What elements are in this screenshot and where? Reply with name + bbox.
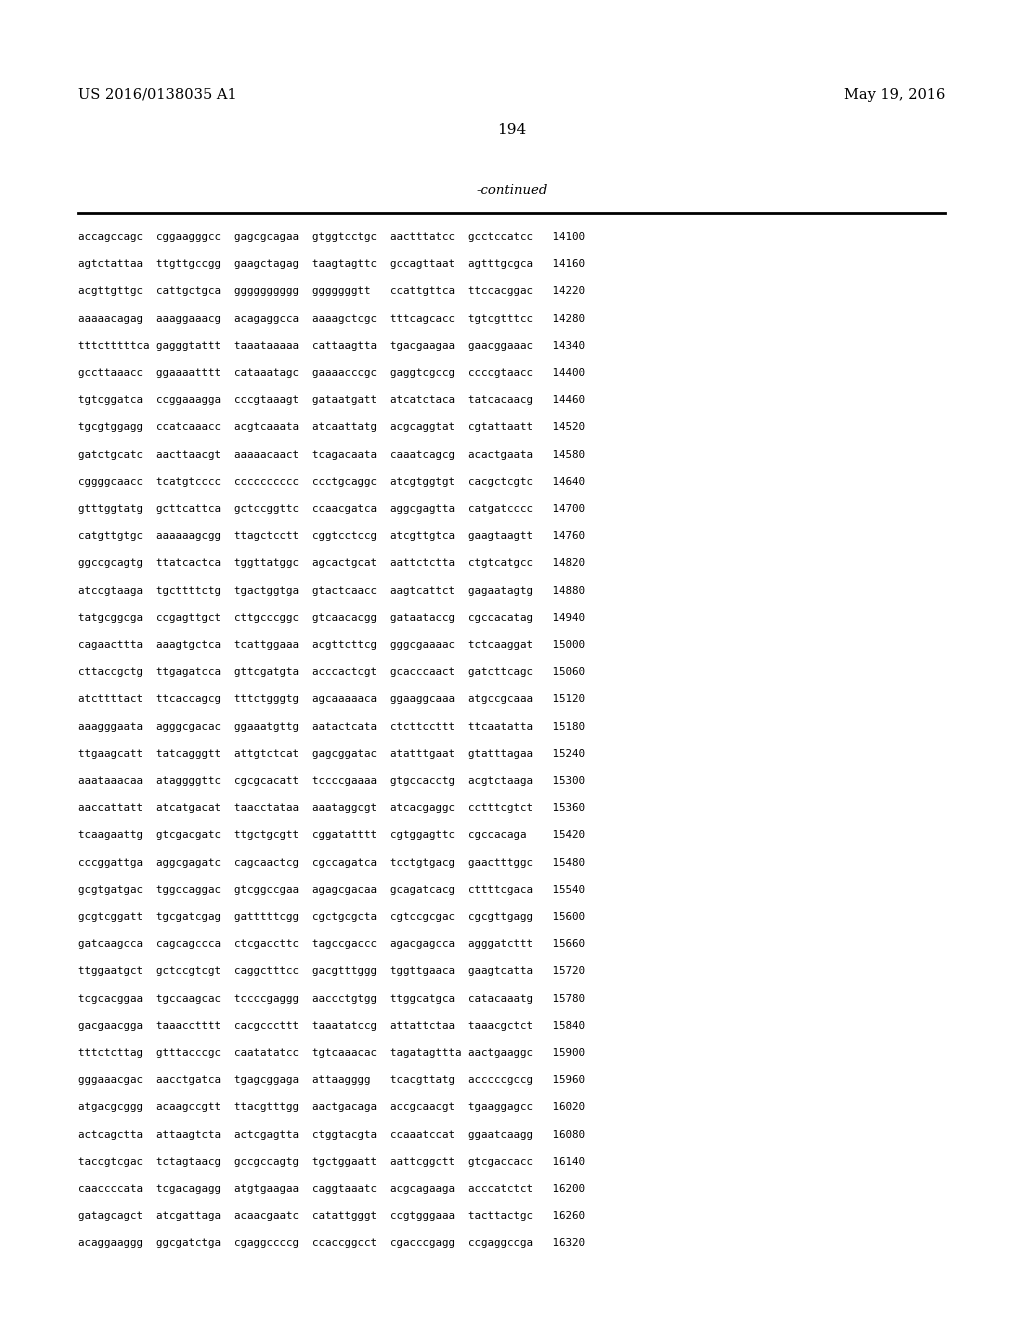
Text: gcgtgatgac  tggccaggac  gtcggccgaa  agagcgacaa  gcagatcacg  cttttcgaca   15540: gcgtgatgac tggccaggac gtcggccgaa agagcga… [78, 884, 585, 895]
Text: caaccccata  tcgacagagg  atgtgaagaa  caggtaaatc  acgcagaaga  acccatctct   16200: caaccccata tcgacagagg atgtgaagaa caggtaa… [78, 1184, 585, 1195]
Text: gatagcagct  atcgattaga  acaacgaatc  catattgggt  ccgtgggaaa  tacttactgc   16260: gatagcagct atcgattaga acaacgaatc catattg… [78, 1212, 585, 1221]
Text: cagaacttta  aaagtgctca  tcattggaaa  acgttcttcg  gggcgaaaac  tctcaaggat   15000: cagaacttta aaagtgctca tcattggaaa acgttct… [78, 640, 585, 649]
Text: tatgcggcga  ccgagttgct  cttgcccggc  gtcaacacgg  gataataccg  cgccacatag   14940: tatgcggcga ccgagttgct cttgcccggc gtcaaca… [78, 612, 585, 623]
Text: -continued: -continued [476, 183, 548, 197]
Text: gcgtcggatt  tgcgatcgag  gatttttcgg  cgctgcgcta  cgtccgcgac  cgcgttgagg   15600: gcgtcggatt tgcgatcgag gatttttcgg cgctgcg… [78, 912, 585, 921]
Text: agtctattaa  ttgttgccgg  gaagctagag  taagtagttc  gccagttaat  agtttgcgca   14160: agtctattaa ttgttgccgg gaagctagag taagtag… [78, 259, 585, 269]
Text: aaagggaata  agggcgacac  ggaaatgttg  aatactcata  ctcttccttt  ttcaatatta   15180: aaagggaata agggcgacac ggaaatgttg aatactc… [78, 722, 585, 731]
Text: atgacgcggg  acaagccgtt  ttacgtttgg  aactgacaga  accgcaacgt  tgaaggagcc   16020: atgacgcggg acaagccgtt ttacgtttgg aactgac… [78, 1102, 585, 1113]
Text: accagccagc  cggaagggcc  gagcgcagaa  gtggtcctgc  aactttatcc  gcctccatcc   14100: accagccagc cggaagggcc gagcgcagaa gtggtcc… [78, 232, 585, 242]
Text: tgtcggatca  ccggaaagga  cccgtaaagt  gataatgatt  atcatctaca  tatcacaacg   14460: tgtcggatca ccggaaagga cccgtaaagt gataatg… [78, 395, 585, 405]
Text: atcttttact  ttcaccagcg  tttctgggtg  agcaaaaaca  ggaaggcaaa  atgccgcaaa   15120: atcttttact ttcaccagcg tttctgggtg agcaaaa… [78, 694, 585, 705]
Text: tcgcacggaa  tgccaagcac  tccccgaggg  aaccctgtgg  ttggcatgca  catacaaatg   15780: tcgcacggaa tgccaagcac tccccgaggg aaccctg… [78, 994, 585, 1003]
Text: tttctttttca gagggtattt  taaataaaaa  cattaagtta  tgacgaagaa  gaacggaaac   14340: tttctttttca gagggtattt taaataaaaa cattaa… [78, 341, 585, 351]
Text: cttaccgctg  ttgagatcca  gttcgatgta  acccactcgt  gcacccaact  gatcttcagc   15060: cttaccgctg ttgagatcca gttcgatgta acccact… [78, 667, 585, 677]
Text: atccgtaaga  tgcttttctg  tgactggtga  gtactcaacc  aagtcattct  gagaatagtg   14880: atccgtaaga tgcttttctg tgactggtga gtactca… [78, 586, 585, 595]
Text: US 2016/0138035 A1: US 2016/0138035 A1 [78, 88, 237, 102]
Text: tttctcttag  gtttacccgc  caatatatcc  tgtcaaacac  tagatagttta aactgaaggc   15900: tttctcttag gtttacccgc caatatatcc tgtcaaa… [78, 1048, 585, 1059]
Text: May 19, 2016: May 19, 2016 [844, 88, 945, 102]
Text: cccggattga  aggcgagatc  cagcaactcg  cgccagatca  tcctgtgacg  gaactttggc   15480: cccggattga aggcgagatc cagcaactcg cgccaga… [78, 858, 585, 867]
Text: tcaagaattg  gtcgacgatc  ttgctgcgtt  cggatatttt  cgtggagttc  cgccacaga    15420: tcaagaattg gtcgacgatc ttgctgcgtt cggatat… [78, 830, 585, 841]
Text: gatcaagcca  cagcagccca  ctcgaccttc  tagccgaccc  agacgagcca  agggatcttt   15660: gatcaagcca cagcagccca ctcgaccttc tagccga… [78, 940, 585, 949]
Text: aaataaacaa  ataggggttc  cgcgcacatt  tccccgaaaa  gtgccacctg  acgtctaaga   15300: aaataaacaa ataggggttc cgcgcacatt tccccga… [78, 776, 585, 785]
Text: gatctgcatc  aacttaacgt  aaaaacaact  tcagacaata  caaatcagcg  acactgaata   14580: gatctgcatc aacttaacgt aaaaacaact tcagaca… [78, 450, 585, 459]
Text: 194: 194 [498, 123, 526, 137]
Text: ggccgcagtg  ttatcactca  tggttatggc  agcactgcat  aattctctta  ctgtcatgcc   14820: ggccgcagtg ttatcactca tggttatggc agcactg… [78, 558, 585, 569]
Text: gacgaacgga  taaacctttt  cacgcccttt  taaatatccg  attattctaa  taaacgctct   15840: gacgaacgga taaacctttt cacgcccttt taaatat… [78, 1020, 585, 1031]
Text: aaccattatt  atcatgacat  taacctataa  aaataggcgt  atcacgaggc  cctttcgtct   15360: aaccattatt atcatgacat taacctataa aaatagg… [78, 803, 585, 813]
Text: gccttaaacc  ggaaaatttt  cataaatagc  gaaaacccgc  gaggtcgccg  ccccgtaacc   14400: gccttaaacc ggaaaatttt cataaatagc gaaaacc… [78, 368, 585, 378]
Text: cggggcaacc  tcatgtcccc  cccccccccc  ccctgcaggc  atcgtggtgt  cacgctcgtc   14640: cggggcaacc tcatgtcccc cccccccccc ccctgca… [78, 477, 585, 487]
Text: ttgaagcatt  tatcagggtt  attgtctcat  gagcggatac  atatttgaat  gtatttagaa   15240: ttgaagcatt tatcagggtt attgtctcat gagcgga… [78, 748, 585, 759]
Text: aaaaacagag  aaaggaaacg  acagaggcca  aaaagctcgc  tttcagcacc  tgtcgtttcc   14280: aaaaacagag aaaggaaacg acagaggcca aaaagct… [78, 314, 585, 323]
Text: acgttgttgc  cattgctgca  gggggggggg  gggggggtt   ccattgttca  ttccacggac   14220: acgttgttgc cattgctgca gggggggggg ggggggg… [78, 286, 585, 297]
Text: gggaaacgac  aacctgatca  tgagcggaga  attaagggg   tcacgttatg  acccccgccg   15960: gggaaacgac aacctgatca tgagcggaga attaagg… [78, 1076, 585, 1085]
Text: acaggaaggg  ggcgatctga  cgaggccccg  ccaccggcct  cgacccgagg  ccgaggccga   16320: acaggaaggg ggcgatctga cgaggccccg ccaccgg… [78, 1238, 585, 1249]
Text: gtttggtatg  gcttcattca  gctccggttc  ccaacgatca  aggcgagtta  catgatcccc   14700: gtttggtatg gcttcattca gctccggttc ccaacga… [78, 504, 585, 513]
Text: ttggaatgct  gctccgtcgt  caggctttcc  gacgtttggg  tggttgaaca  gaagtcatta   15720: ttggaatgct gctccgtcgt caggctttcc gacgttt… [78, 966, 585, 977]
Text: actcagctta  attaagtcta  actcgagtta  ctggtacgta  ccaaatccat  ggaatcaagg   16080: actcagctta attaagtcta actcgagtta ctggtac… [78, 1130, 585, 1139]
Text: tgcgtggagg  ccatcaaacc  acgtcaaata  atcaattatg  acgcaggtat  cgtattaatt   14520: tgcgtggagg ccatcaaacc acgtcaaata atcaatt… [78, 422, 585, 433]
Text: taccgtcgac  tctagtaacg  gccgccagtg  tgctggaatt  aattcggctt  gtcgaccacc   16140: taccgtcgac tctagtaacg gccgccagtg tgctgga… [78, 1156, 585, 1167]
Text: catgttgtgc  aaaaaagcgg  ttagctcctt  cggtcctccg  atcgttgtca  gaagtaagtt   14760: catgttgtgc aaaaaagcgg ttagctcctt cggtcct… [78, 531, 585, 541]
